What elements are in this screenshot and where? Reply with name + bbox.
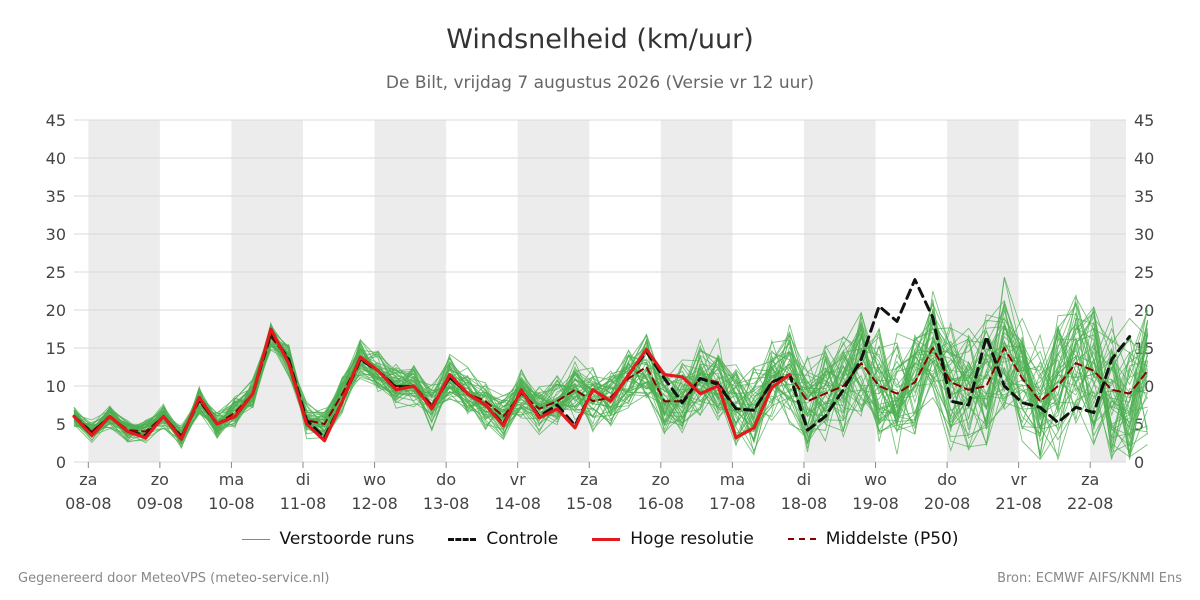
footer-generator: Gegenereerd door MeteoVPS (meteo-service… bbox=[18, 571, 330, 586]
x-tick-weekday-18-08: di bbox=[797, 470, 812, 489]
x-tick-date-18-08: 18-08 bbox=[781, 494, 828, 513]
x-tick-date-12-08: 12-08 bbox=[351, 494, 398, 513]
y-tick-right-30: 30 bbox=[1134, 225, 1154, 244]
legend-item-ensemble[interactable]: Verstoorde runs bbox=[241, 529, 415, 549]
x-tick-date-20-08: 20-08 bbox=[924, 494, 971, 513]
legend-label-control: Controle bbox=[486, 529, 559, 549]
x-tick-weekday-10-08: ma bbox=[219, 470, 244, 489]
y-tick-left-0: 0 bbox=[56, 453, 66, 472]
day-band-8 bbox=[88, 120, 160, 462]
x-tick-weekday-17-08: ma bbox=[720, 470, 745, 489]
y-tick-right-35: 35 bbox=[1134, 187, 1154, 206]
y-tick-left-30: 30 bbox=[46, 225, 66, 244]
ensemble-run-46 bbox=[73, 334, 1148, 442]
legend-label-median: Middelste (P50) bbox=[825, 529, 959, 549]
ensemble-run-28 bbox=[73, 277, 1148, 454]
legend-item-control[interactable]: Controle bbox=[448, 529, 558, 549]
x-tick-weekday-22-08: za bbox=[1081, 470, 1099, 489]
x-tick-date-19-08: 19-08 bbox=[852, 494, 899, 513]
x-tick-weekday-21-08: vr bbox=[1011, 470, 1027, 489]
legend-swatch-high-res bbox=[592, 537, 621, 541]
x-tick-weekday-16-08: zo bbox=[652, 470, 670, 489]
x-tick-date-17-08: 17-08 bbox=[709, 494, 756, 513]
legend-item-high-res[interactable]: Hoge resolutie bbox=[592, 529, 754, 549]
ensemble-run-47 bbox=[73, 290, 1148, 435]
legend-label-ensemble: Verstoorde runs bbox=[279, 529, 415, 549]
x-tick-date-10-08: 10-08 bbox=[208, 494, 255, 513]
legend-swatch-ensemble bbox=[241, 538, 270, 540]
x-tick-date-11-08: 11-08 bbox=[280, 494, 327, 513]
ensemble-run-45 bbox=[73, 328, 1148, 461]
x-tick-weekday-20-08: do bbox=[937, 470, 957, 489]
legend-swatch-control bbox=[448, 537, 477, 541]
ensemble-run-30 bbox=[73, 313, 1148, 441]
x-tick-weekday-08-08: za bbox=[79, 470, 97, 489]
legend-item-median[interactable]: Middelste (P50) bbox=[787, 529, 959, 549]
x-tick-weekday-15-08: za bbox=[580, 470, 598, 489]
y-tick-right-0: 0 bbox=[1134, 453, 1144, 472]
ensemble-run-50 bbox=[73, 301, 1148, 456]
x-tick-weekday-14-08: vr bbox=[510, 470, 526, 489]
x-tick-date-08-08: 08-08 bbox=[65, 494, 112, 513]
chart-subtitle: De Bilt, vrijdag 7 augustus 2026 (Versie… bbox=[385, 73, 815, 93]
x-tick-date-15-08: 15-08 bbox=[566, 494, 613, 513]
x-tick-weekday-11-08: di bbox=[296, 470, 311, 489]
x-tick-date-22-08: 22-08 bbox=[1067, 494, 1114, 513]
y-tick-left-15: 15 bbox=[46, 339, 66, 358]
ensemble-run-42 bbox=[73, 303, 1148, 446]
x-tick-date-14-08: 14-08 bbox=[494, 494, 541, 513]
x-tick-weekday-12-08: wo bbox=[363, 470, 386, 489]
y-tick-left-35: 35 bbox=[46, 187, 66, 206]
legend-label-high-res: Hoge resolutie bbox=[630, 529, 754, 549]
legend: Verstoorde runs Controle Hoge resolutie … bbox=[0, 529, 1200, 549]
y-tick-left-10: 10 bbox=[46, 377, 66, 396]
y-tick-left-20: 20 bbox=[46, 301, 66, 320]
high-res-line bbox=[72, 327, 792, 443]
x-tick-weekday-13-08: do bbox=[436, 470, 456, 489]
y-tick-left-25: 25 bbox=[46, 263, 66, 282]
x-tick-date-09-08: 09-08 bbox=[137, 494, 184, 513]
y-tick-right-25: 25 bbox=[1134, 263, 1154, 282]
x-tick-weekday-09-08: zo bbox=[151, 470, 169, 489]
legend-swatch-median bbox=[787, 538, 816, 540]
y-tick-right-40: 40 bbox=[1134, 149, 1154, 168]
y-tick-left-45: 45 bbox=[46, 111, 66, 130]
y-tick-right-5: 5 bbox=[1134, 415, 1144, 434]
y-tick-left-40: 40 bbox=[46, 149, 66, 168]
y-tick-right-45: 45 bbox=[1134, 111, 1154, 130]
x-tick-date-16-08: 16-08 bbox=[638, 494, 685, 513]
y-tick-right-20: 20 bbox=[1134, 301, 1154, 320]
x-tick-date-21-08: 21-08 bbox=[995, 494, 1042, 513]
footer-source: Bron: ECMWF AIFS/KNMI Ens bbox=[997, 571, 1182, 586]
x-tick-date-13-08: 13-08 bbox=[423, 494, 470, 513]
ensemble-run-49 bbox=[73, 323, 1148, 442]
chart-title: Windsnelheid (km/uur) bbox=[446, 24, 754, 55]
x-tick-weekday-19-08: wo bbox=[864, 470, 887, 489]
y-tick-left-5: 5 bbox=[56, 415, 66, 434]
